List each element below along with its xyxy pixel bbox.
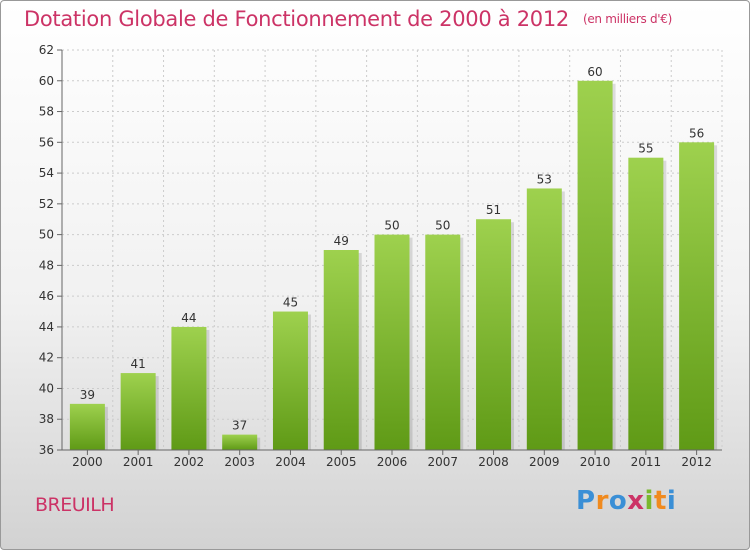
logo-letter: r (595, 486, 609, 516)
y-tick-label: 62 (39, 43, 54, 57)
y-tick-label: 58 (39, 105, 54, 119)
logo-letter: i (644, 486, 654, 516)
y-tick-label: 36 (39, 443, 54, 457)
bar (679, 142, 715, 451)
bar (374, 234, 410, 450)
y-tick-label: 54 (39, 166, 54, 180)
bar-value-label: 60 (587, 65, 602, 79)
bar (577, 80, 613, 451)
x-tick-label: 2009 (529, 455, 560, 469)
x-tick-label: 2001 (123, 455, 154, 469)
bars: 39 41 44 37 45 49 50 50 51 53 60 55 56 (69, 65, 718, 451)
logo-letter: o (608, 486, 628, 516)
bar-value-label: 44 (181, 311, 196, 325)
x-tick-label: 2007 (427, 455, 458, 469)
bar-value-label: 50 (384, 219, 399, 233)
x-tick-label: 2012 (681, 455, 712, 469)
x-tick-label: 2000 (72, 455, 103, 469)
x-tick-label: 2005 (326, 455, 357, 469)
proxiti-logo[interactable]: Proxiti (576, 486, 676, 516)
bar (171, 326, 207, 450)
bar-value-label: 53 (537, 172, 552, 186)
bar-value-label: 49 (334, 234, 349, 248)
y-tick-label: 50 (39, 228, 54, 242)
y-tick-label: 38 (39, 412, 54, 426)
logo-letter: i (666, 486, 677, 516)
bar-value-label: 56 (689, 126, 704, 140)
y-tick-label: 44 (39, 320, 54, 334)
chart-title-text: Dotation Globale de Fonctionnement de 20… (24, 7, 569, 31)
y-tick-label: 60 (39, 74, 54, 88)
bar (425, 234, 461, 450)
commune-name: BREUILH (35, 494, 115, 516)
y-tick-label: 48 (39, 258, 54, 272)
logo-letter: x (627, 486, 645, 516)
bar-value-label: 50 (435, 219, 450, 233)
bar-value-label: 39 (80, 388, 95, 402)
x-tick-label: 2003 (224, 455, 255, 469)
bar (628, 157, 664, 450)
x-tick-label: 2008 (478, 455, 509, 469)
bar-value-label: 51 (486, 203, 501, 217)
y-tick-label: 42 (39, 351, 54, 365)
bar-value-label: 55 (638, 142, 653, 156)
bar (120, 373, 156, 450)
bar (272, 311, 308, 450)
bar (323, 250, 359, 450)
chart-title: Dotation Globale de Fonctionnement de 20… (24, 7, 672, 31)
bar-value-label: 41 (131, 357, 146, 371)
bar (526, 188, 562, 450)
y-tick-label: 56 (39, 135, 54, 149)
y-tick-label: 46 (39, 289, 54, 303)
chart-unit: (en milliers d'€) (582, 12, 672, 26)
x-tick-label: 2004 (275, 455, 306, 469)
x-tick-label: 2002 (174, 455, 205, 469)
logo-letter: t (653, 486, 667, 516)
bar (69, 403, 105, 450)
bar (476, 219, 512, 450)
y-tick-label: 52 (39, 197, 54, 211)
x-tick-label: 2006 (377, 455, 408, 469)
x-tick-label: 2010 (580, 455, 611, 469)
bar (222, 434, 258, 450)
bar-value-label: 45 (283, 296, 298, 310)
axes: 36 38 40 42 44 46 48 50 52 54 56 58 60 62 2000 2001 2002… (39, 43, 722, 469)
bar-value-label: 37 (232, 419, 247, 433)
y-tick-label: 40 (39, 381, 54, 395)
x-tick-label: 2011 (631, 455, 662, 469)
logo-letter: P (576, 486, 596, 516)
